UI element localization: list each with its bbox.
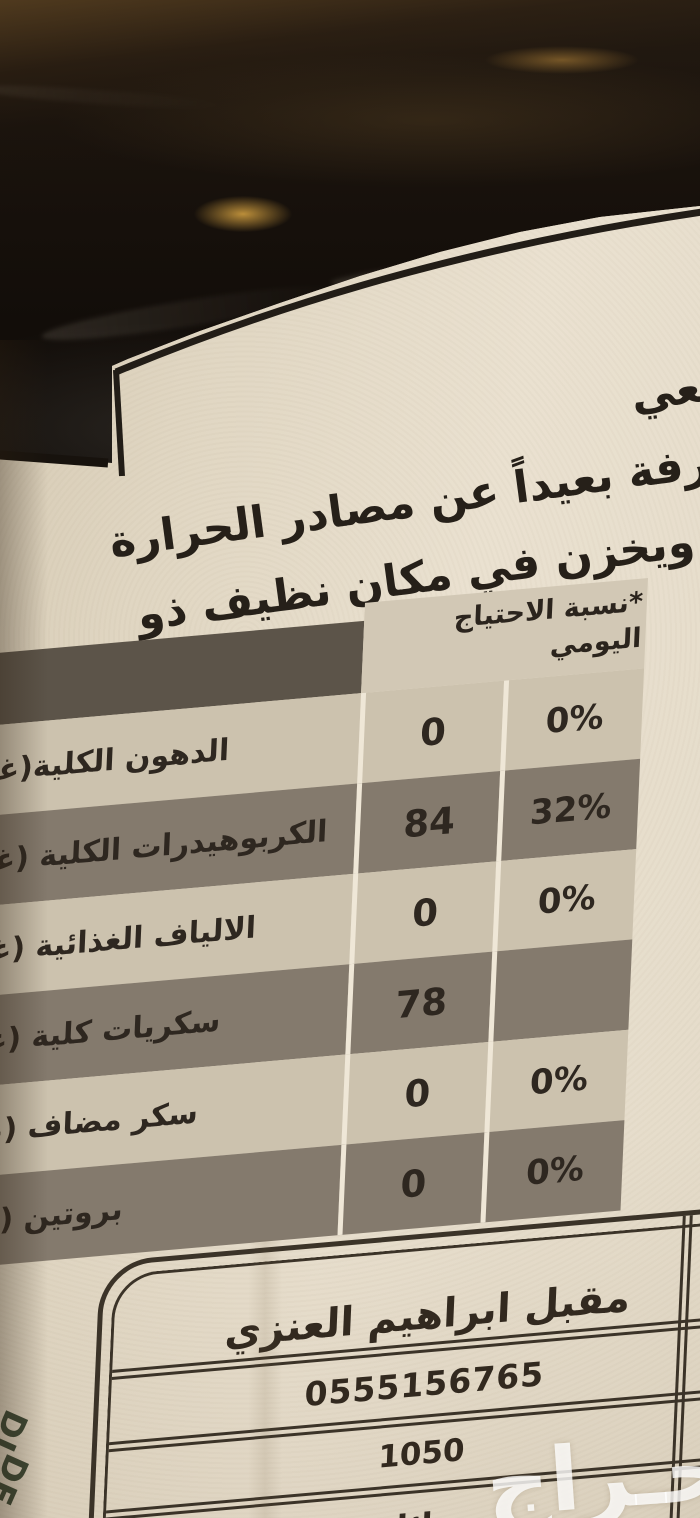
nutrient-percent: 0% [484, 1029, 629, 1133]
nutrient-percent: 32% [496, 758, 641, 862]
nutrient-value: 0 [337, 1132, 485, 1236]
nutrient-percent: 0% [500, 668, 645, 771]
side-made-text: DI DE [0, 1404, 37, 1511]
nutrient-value: 84 [353, 770, 501, 874]
nutrition-table: *نسبة الاحتياج اليومي الدهون الكلية(غرام… [0, 578, 648, 1273]
nutrition-rows: الدهون الكلية(غرام) 0 0% الكربوهيدرات ال… [0, 668, 645, 1273]
nutrient-value: 0 [357, 680, 505, 784]
bag-reflection [0, 80, 231, 114]
haraj-watermark: حـراج [482, 1416, 700, 1518]
nutrient-value: 78 [345, 951, 493, 1055]
nutrient-value: 0 [349, 861, 497, 965]
nutrient-percent: 0% [492, 849, 637, 952]
nutrient-percent: 0% [480, 1120, 625, 1223]
nutrient-value: 0 [341, 1042, 489, 1145]
nutrient-percent [488, 939, 633, 1043]
